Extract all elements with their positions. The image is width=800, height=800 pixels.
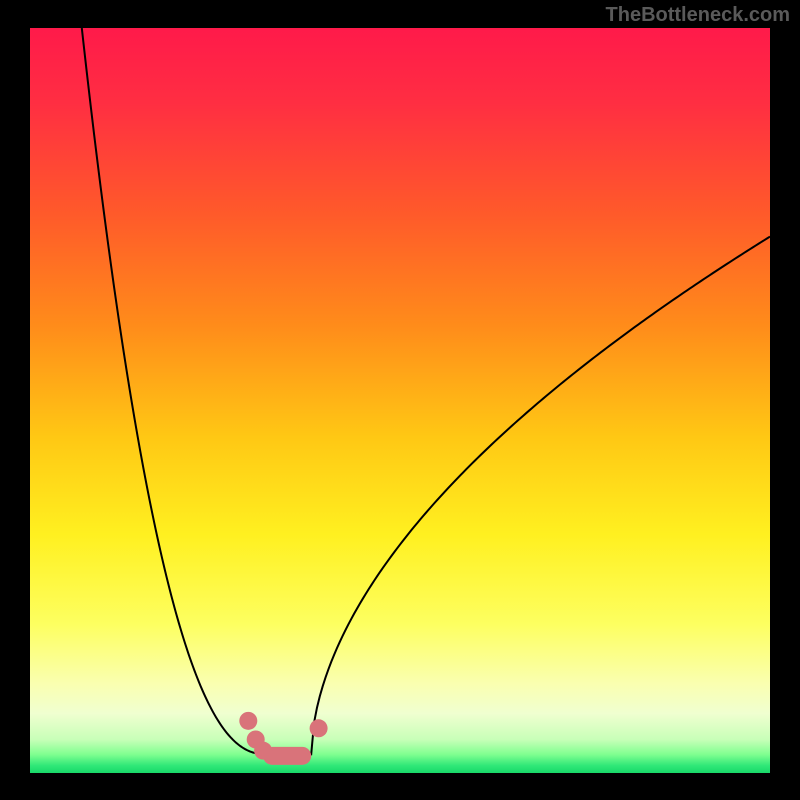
marker-dot — [239, 712, 257, 730]
chart-svg — [30, 28, 770, 773]
marker-dot — [254, 742, 272, 760]
marker-dot — [310, 719, 328, 737]
plot-area — [30, 28, 770, 773]
gradient-background — [30, 28, 770, 773]
watermark-text: TheBottleneck.com — [606, 4, 790, 27]
chart-container: TheBottleneck.com — [0, 0, 800, 800]
